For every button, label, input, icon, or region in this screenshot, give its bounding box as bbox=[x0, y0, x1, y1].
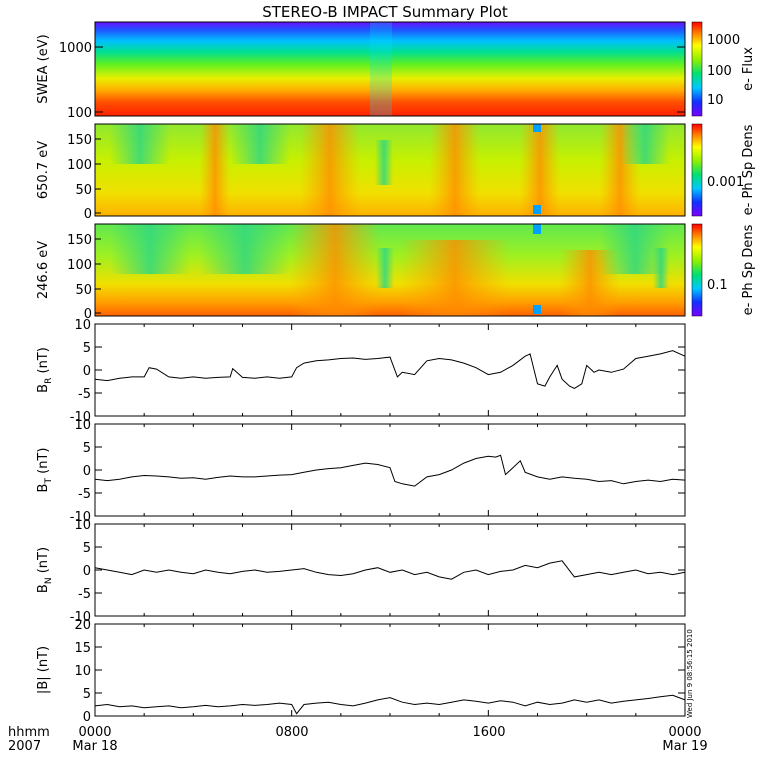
series-line bbox=[94, 454, 686, 487]
pad246-colorbar bbox=[691, 223, 703, 317]
line-panel-2: 10 5 0 -5 -10 BT (nT) bbox=[36, 418, 686, 525]
y-tick-label: 5 bbox=[83, 687, 91, 702]
pad650-yticks: 150 100 50 0 bbox=[67, 133, 101, 222]
y-axis-label: BN (nT) bbox=[36, 547, 54, 593]
y-tick-label: 15 bbox=[74, 641, 91, 656]
magnetic-field-panels: 10 5 0 -5 -10 BR (nT) 10 5 0 -5 -10 BT (nT) 10 5 0 -5 -1… bbox=[36, 318, 686, 725]
y-tick-label: 0 bbox=[83, 710, 91, 725]
y-tick-label: 10 bbox=[74, 518, 91, 533]
y-axis-label: |B| (nT) bbox=[36, 646, 51, 694]
line-panel-3: 10 5 0 -5 -10 BN (nT) bbox=[36, 518, 686, 625]
swea-spectrogram bbox=[95, 22, 685, 116]
pad246-ytick-label: 100 bbox=[67, 258, 92, 273]
line-panel-1: 10 5 0 -5 -10 BR (nT) bbox=[36, 318, 686, 425]
y-axis-label: BR (nT) bbox=[36, 347, 54, 393]
y-tick-label: -5 bbox=[78, 587, 91, 602]
x-tick-label: 1600 bbox=[472, 725, 505, 740]
pad246-frame bbox=[94, 223, 686, 317]
plot-title: STEREO-B IMPACT Summary Plot bbox=[262, 3, 508, 21]
pad650-cbar-tick: 0.001 bbox=[707, 175, 744, 190]
y-tick-label: 0 bbox=[83, 564, 91, 579]
x-tick-date: Mar 18 bbox=[72, 739, 117, 754]
pad650-ytick-label: 100 bbox=[67, 158, 92, 173]
swea-ylabel: SWEA (eV) bbox=[36, 34, 51, 103]
pad650-frame bbox=[94, 123, 686, 217]
x-tick-label: 0800 bbox=[275, 725, 308, 740]
y-tick-label: 5 bbox=[83, 541, 91, 556]
y-tick-label: 20 bbox=[74, 618, 91, 633]
pad650-ylabel: 650.7 eV bbox=[36, 141, 51, 199]
swea-ytick-label: 100 bbox=[67, 106, 92, 121]
y-tick-label: -5 bbox=[78, 487, 91, 502]
y-tick-label: -10 bbox=[70, 510, 91, 525]
swea-cbar-tick: 100 bbox=[707, 64, 732, 79]
y-tick-label: -10 bbox=[70, 610, 91, 625]
y-tick-label: -10 bbox=[70, 410, 91, 425]
swea-yticks: 1000 100 bbox=[59, 41, 685, 121]
pad246-ytick-label: 150 bbox=[67, 233, 92, 248]
y-tick-label: 10 bbox=[74, 664, 91, 679]
swea-frame bbox=[94, 21, 686, 117]
pad650-streaks bbox=[110, 124, 670, 216]
pad650-ytick-label: 50 bbox=[75, 183, 92, 198]
x-tick-label: 0000 bbox=[668, 725, 701, 740]
x-tick-label: 0000 bbox=[78, 725, 111, 740]
pad246-ytick-label: 0 bbox=[84, 307, 92, 322]
swea-cbar-tick: 10 bbox=[707, 93, 724, 108]
swea-ytick-label: 1000 bbox=[59, 41, 92, 56]
pad246-streaks bbox=[110, 224, 670, 316]
y-tick-label: -5 bbox=[78, 387, 91, 402]
pad246-ylabel: 246.6 eV bbox=[36, 241, 51, 299]
panel-frame bbox=[94, 423, 686, 517]
pad246-cbar-tick: 0.1 bbox=[707, 278, 728, 293]
y-tick-label: 10 bbox=[74, 318, 91, 333]
y-tick-label: 5 bbox=[83, 441, 91, 456]
panel-frame bbox=[94, 323, 686, 417]
pad246-yticks: 150 100 50 0 bbox=[67, 233, 101, 322]
y-tick-label: 10 bbox=[74, 418, 91, 433]
y-axis-label: BT (nT) bbox=[36, 448, 54, 493]
series-line bbox=[94, 694, 686, 715]
panel-frame bbox=[94, 523, 686, 617]
x-label-unit: hhmm bbox=[8, 725, 50, 740]
panel-650: 150 100 50 0 650.7 eV 0.001 e- Ph Sp Den… bbox=[36, 123, 756, 222]
panel-swea: 1000 100 SWEA (eV) 1000 100 10 e- Flux bbox=[36, 21, 756, 121]
panel-246: 150 100 50 0 246.6 eV 0.1 e- Ph Sp Dens bbox=[36, 223, 756, 322]
x-tick-date: Mar 19 bbox=[662, 739, 707, 754]
y-tick-label: 0 bbox=[83, 364, 91, 379]
swea-colorbar bbox=[691, 21, 703, 117]
series-line bbox=[94, 350, 686, 389]
swea-dip bbox=[370, 22, 392, 116]
pad246-ytick-label: 50 bbox=[75, 283, 92, 298]
swea-cbar-tick: 1000 bbox=[707, 33, 740, 48]
pad246-cbar-label: e- Ph Sp Dens bbox=[741, 224, 756, 315]
pad650-ytick-label: 0 bbox=[84, 207, 92, 222]
pad650-colorbar bbox=[691, 123, 703, 217]
y-tick-label: 5 bbox=[83, 341, 91, 356]
line-panel-4: 20 15 10 5 0 |B| (nT) bbox=[36, 618, 686, 725]
pad650-ytick-label: 150 bbox=[67, 133, 92, 148]
x-axis: hhmm 2007 0000 Mar 18 0800 1600 0000 Mar… bbox=[8, 725, 708, 754]
series-line bbox=[94, 560, 686, 580]
panel-frame bbox=[94, 623, 686, 717]
y-tick-label: 0 bbox=[83, 464, 91, 479]
pad650-cbar-label: e- Ph Sp Dens bbox=[741, 124, 756, 215]
x-label-year: 2007 bbox=[8, 739, 41, 754]
generation-stamp: Wed Jun 9 08:56:15 2010 bbox=[686, 629, 694, 718]
swea-cbar-label: e- Flux bbox=[741, 47, 756, 91]
